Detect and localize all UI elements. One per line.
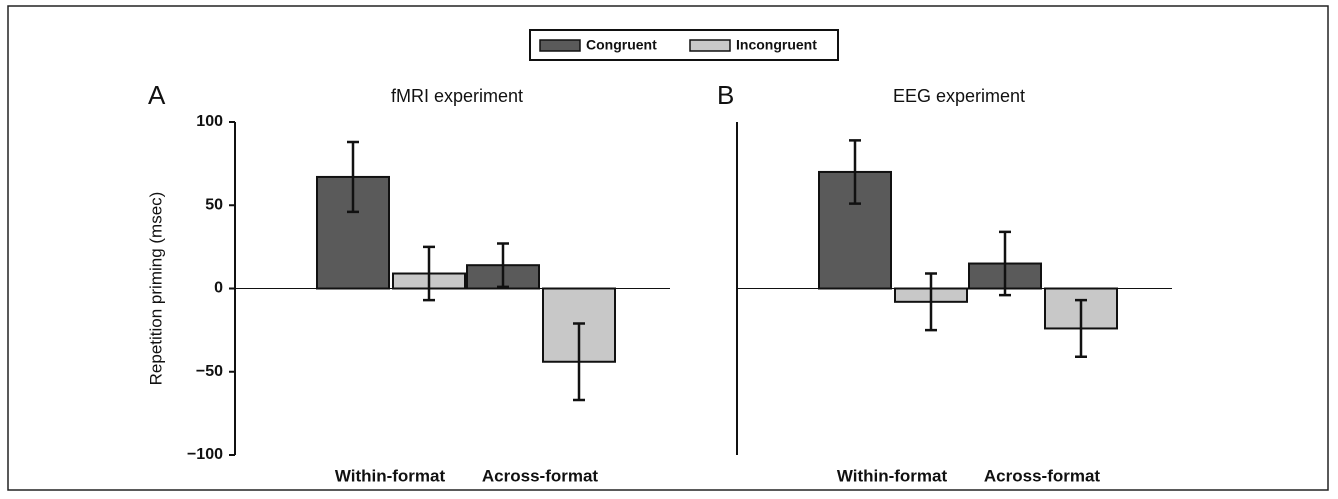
panel-title: fMRI experiment [391,86,523,106]
panel-label: A [148,80,166,110]
y-tick-label: −100 [187,446,223,463]
legend-swatch [689,39,731,52]
error-bar [347,140,359,214]
error-bar [423,245,435,302]
error-bar [573,322,585,402]
legend-swatch [539,39,581,52]
y-tick-label: 50 [205,196,223,213]
legend-label: Incongruent [736,37,817,53]
error-bar [497,242,509,289]
x-tick-label: Across-format [482,466,599,485]
legend-label: Congruent [586,37,657,53]
panel-label: B [717,80,734,110]
panel-title: EEG experiment [893,86,1025,106]
error-bar [849,139,861,205]
error-bar [999,230,1011,297]
error-bar [925,272,937,332]
y-tick-label: 100 [196,113,223,130]
error-bar [1075,298,1087,359]
y-tick-label: −50 [196,363,223,380]
x-tick-label: Within-format [335,466,446,485]
x-tick-label: Across-format [984,466,1101,485]
x-tick-label: Within-format [837,466,948,485]
y-tick-label: 0 [214,280,223,297]
frame [7,5,1329,491]
legend-box [529,29,839,61]
y-axis-label: Repetition priming (msec) [146,192,165,386]
